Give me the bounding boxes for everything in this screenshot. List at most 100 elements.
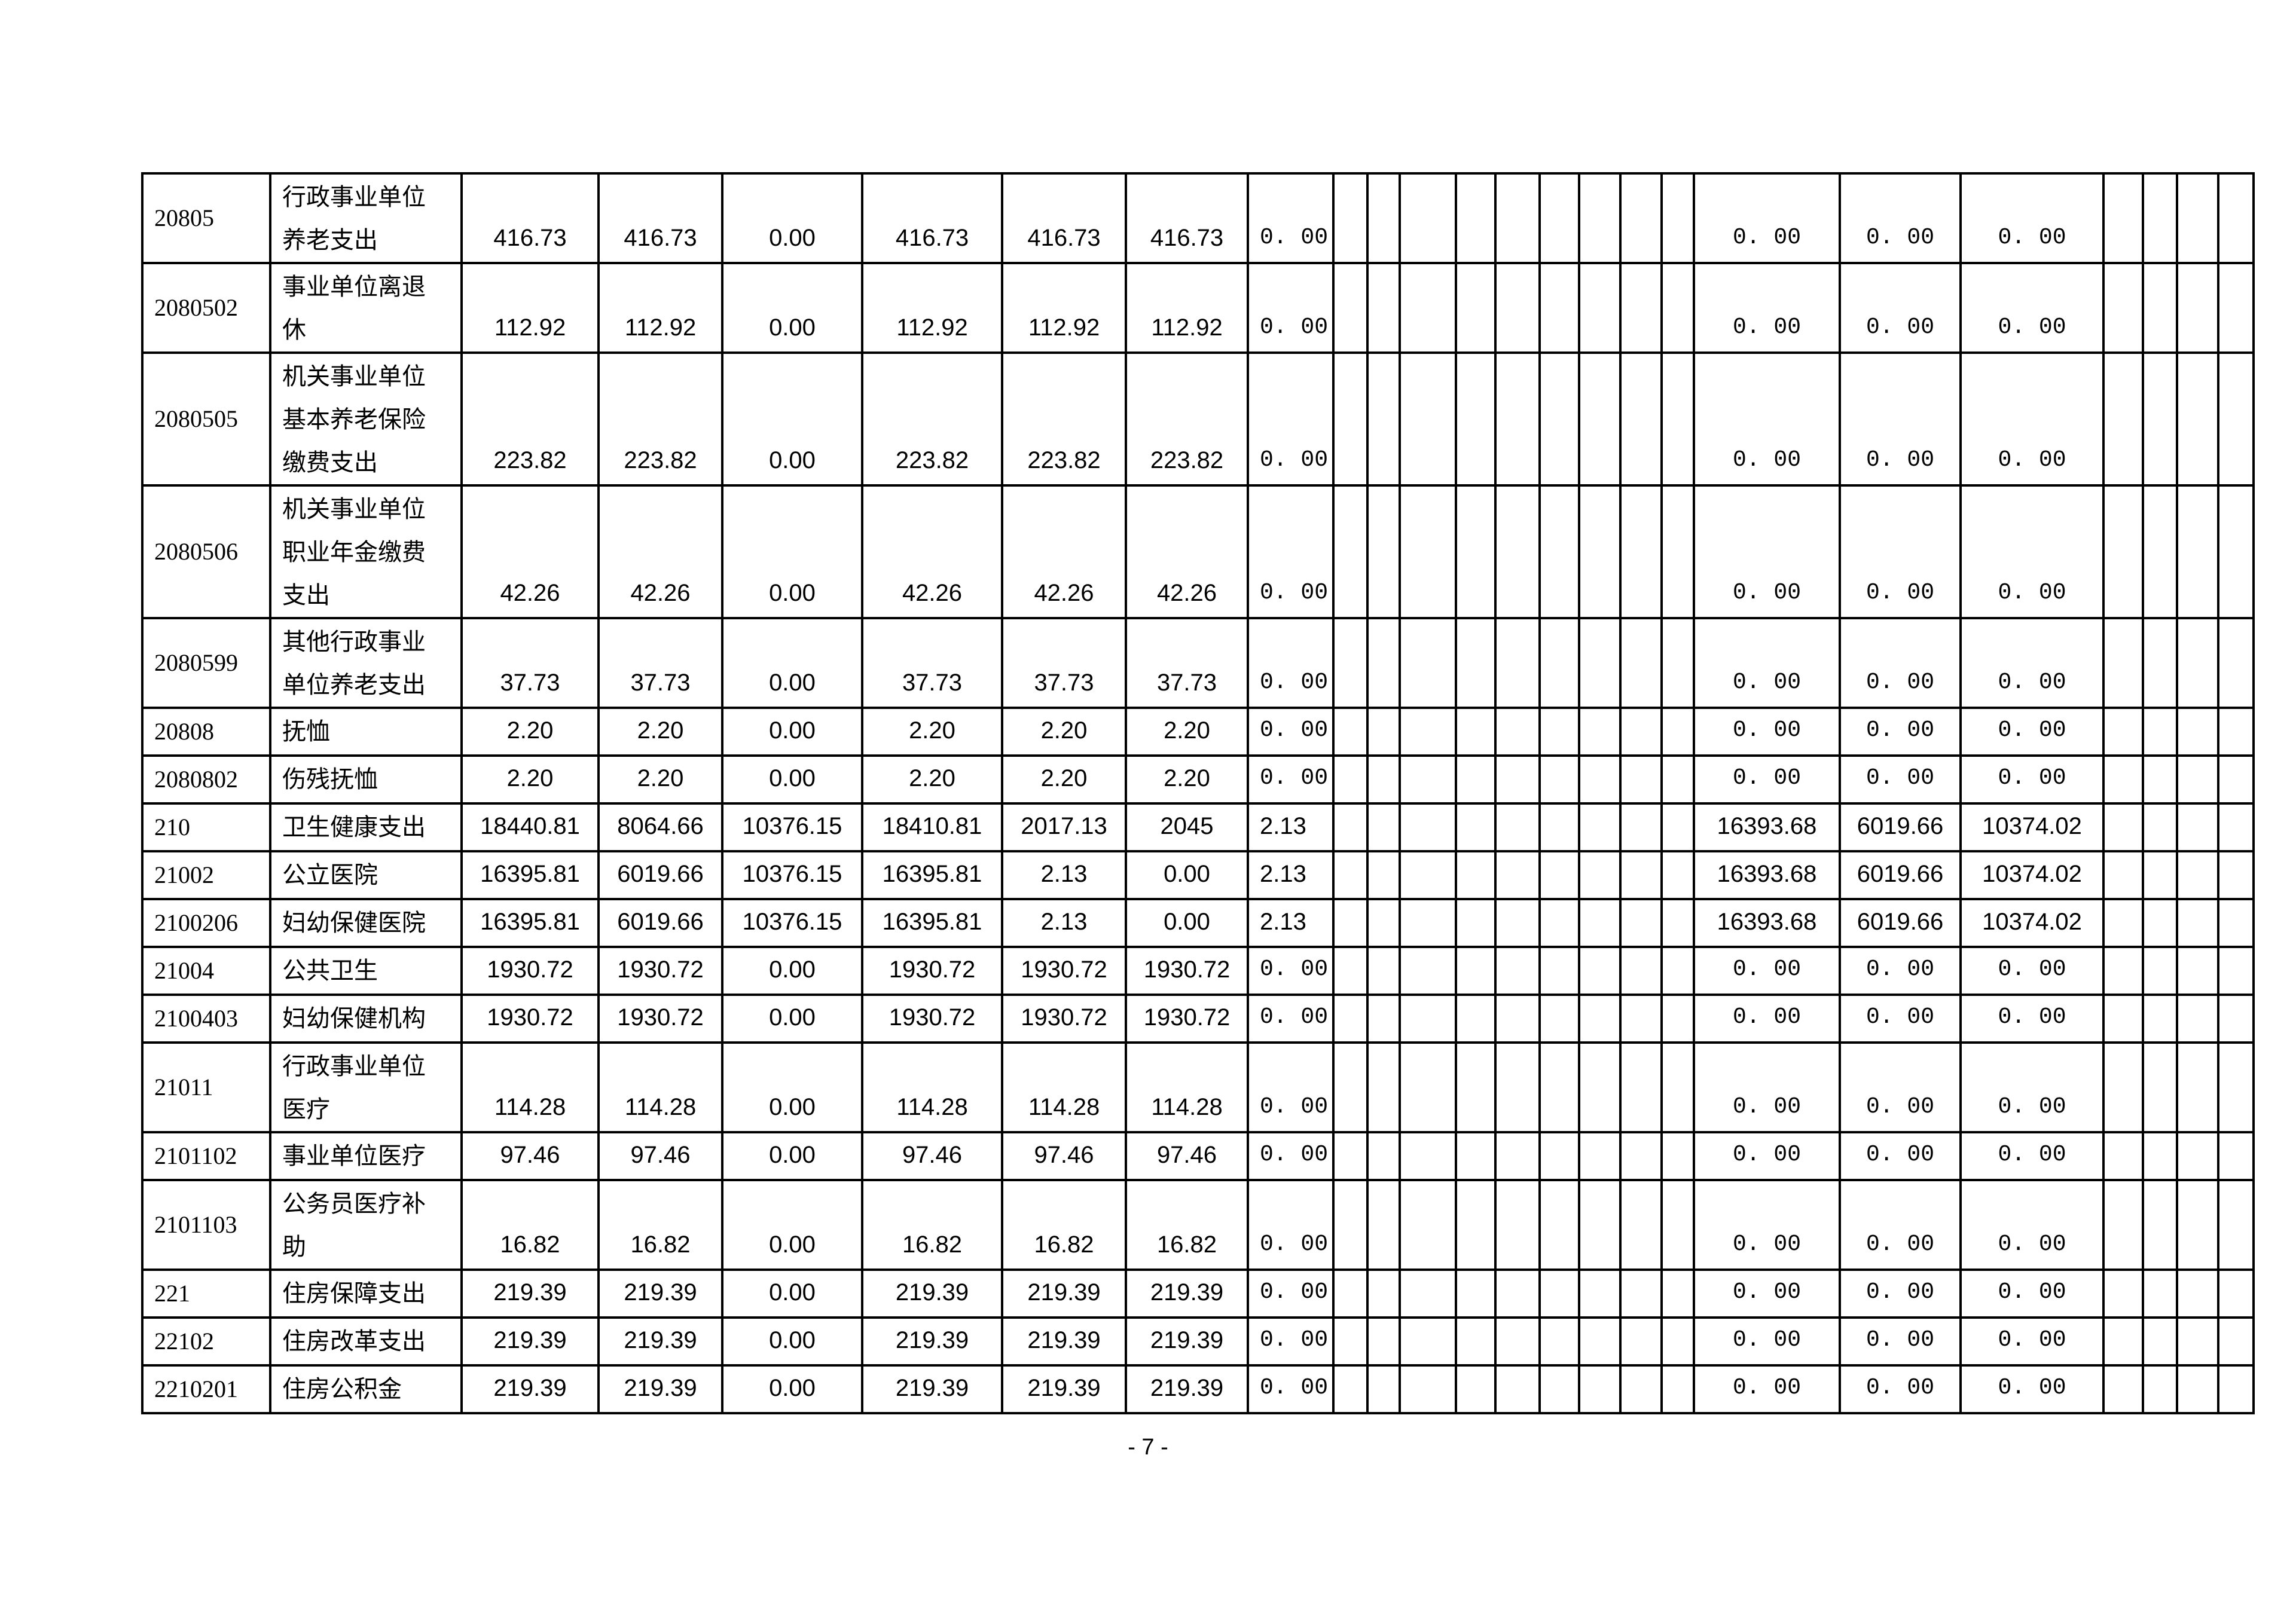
empty-cell [2217, 707, 2255, 757]
empty-cell [2142, 707, 2178, 757]
amount-cell: 0. 00 [1693, 1269, 1841, 1319]
amount-cell: 0. 00 [1693, 352, 1841, 487]
empty-cell [1366, 352, 1401, 487]
empty-cell [1332, 617, 1369, 709]
empty-cell [1332, 994, 1369, 1044]
empty-cell [1538, 1316, 1580, 1367]
empty-cell [1538, 898, 1580, 948]
empty-cell [1494, 850, 1541, 900]
empty-cell [2142, 754, 2178, 805]
amount-cell: 0. 00 [1839, 617, 1962, 709]
empty-cell [1366, 172, 1401, 264]
empty-cell [2217, 1269, 2255, 1319]
amount-cell: 0. 00 [1247, 262, 1335, 354]
empty-cell [2142, 617, 2178, 709]
empty-cell [1366, 707, 1401, 757]
empty-cell [1366, 1364, 1401, 1414]
empty-cell [1332, 898, 1369, 948]
subject-name: 住房公积金 [269, 1364, 463, 1414]
amount-cell: 0. 00 [1693, 1179, 1841, 1271]
empty-cell [1660, 262, 1695, 354]
amount-cell: 0. 00 [1693, 754, 1841, 805]
empty-cell [2142, 484, 2178, 619]
empty-cell [1494, 1179, 1541, 1271]
amount-cell: 112.92 [460, 262, 600, 354]
amount-cell: 0. 00 [1959, 754, 2105, 805]
empty-cell [1538, 1364, 1580, 1414]
amount-cell: 112.92 [861, 262, 1003, 354]
empty-cell [1619, 754, 1663, 805]
amount-cell: 0. 00 [1247, 754, 1335, 805]
amount-cell: 0. 00 [1959, 484, 2105, 619]
empty-cell [1399, 1179, 1457, 1271]
amount-cell: 1930.72 [861, 946, 1003, 996]
amount-cell: 97.46 [597, 1131, 723, 1181]
amount-cell: 10374.02 [1959, 850, 2105, 900]
empty-cell [2142, 850, 2178, 900]
empty-cell [1494, 1364, 1541, 1414]
amount-cell: 219.39 [460, 1269, 600, 1319]
amount-cell: 112.92 [597, 262, 723, 354]
amount-cell: 0. 00 [1839, 1041, 1962, 1133]
amount-cell: 2045 [1125, 802, 1249, 852]
empty-cell [2217, 946, 2255, 996]
empty-cell [1332, 802, 1369, 852]
amount-cell: 6019.66 [1839, 850, 1962, 900]
amount-cell: 0.00 [721, 172, 863, 264]
subject-code: 2080505 [141, 352, 271, 487]
empty-cell [1494, 754, 1541, 805]
amount-cell: 114.28 [597, 1041, 723, 1133]
amount-cell: 0.00 [721, 1041, 863, 1133]
empty-cell [1578, 1269, 1622, 1319]
empty-cell [2176, 1364, 2219, 1414]
amount-cell: 0. 00 [1839, 1316, 1962, 1367]
empty-cell [2176, 946, 2219, 996]
empty-cell [1455, 262, 1497, 354]
amount-cell: 1930.72 [597, 994, 723, 1044]
amount-cell: 16.82 [1001, 1179, 1127, 1271]
amount-cell: 97.46 [1125, 1131, 1249, 1181]
empty-cell [1455, 1131, 1497, 1181]
amount-cell: 0.00 [721, 617, 863, 709]
amount-cell: 2.20 [1001, 754, 1127, 805]
subject-code: 20805 [141, 172, 271, 264]
empty-cell [2102, 1131, 2144, 1181]
subject-name: 机关事业单位职业年金缴费支出 [269, 484, 463, 619]
empty-cell [1332, 352, 1369, 487]
empty-cell [1455, 1364, 1497, 1414]
empty-cell [1578, 1041, 1622, 1133]
amount-cell: 2.13 [1247, 850, 1335, 900]
amount-cell: 0. 00 [1693, 1364, 1841, 1414]
amount-cell: 114.28 [1001, 1041, 1127, 1133]
empty-cell [1578, 484, 1622, 619]
empty-cell [2217, 802, 2255, 852]
empty-cell [1399, 262, 1457, 354]
empty-cell [1399, 172, 1457, 264]
empty-cell [2142, 1131, 2178, 1181]
amount-cell: 10376.15 [721, 850, 863, 900]
empty-cell [1578, 850, 1622, 900]
empty-cell [2102, 172, 2144, 264]
amount-cell: 0. 00 [1693, 707, 1841, 757]
empty-cell [2102, 1316, 2144, 1367]
amount-cell: 10374.02 [1959, 802, 2105, 852]
amount-cell: 219.39 [1125, 1364, 1249, 1414]
empty-cell [2102, 946, 2144, 996]
empty-cell [1660, 172, 1695, 264]
amount-cell: 2.20 [460, 707, 600, 757]
table-row: 2080502 事业单位离退休 112.92 112.92 0.00 112.92 112.… [141, 262, 2255, 354]
empty-cell [1399, 994, 1457, 1044]
empty-cell [1494, 1131, 1541, 1181]
empty-cell [1399, 484, 1457, 619]
empty-cell [2217, 1041, 2255, 1133]
empty-cell [2142, 172, 2178, 264]
empty-cell [2217, 850, 2255, 900]
amount-cell: 416.73 [460, 172, 600, 264]
amount-cell: 112.92 [1125, 262, 1249, 354]
empty-cell [2176, 802, 2219, 852]
amount-cell: 219.39 [597, 1316, 723, 1367]
empty-cell [1538, 707, 1580, 757]
empty-cell [2176, 898, 2219, 948]
empty-cell [1619, 262, 1663, 354]
amount-cell: 114.28 [460, 1041, 600, 1133]
